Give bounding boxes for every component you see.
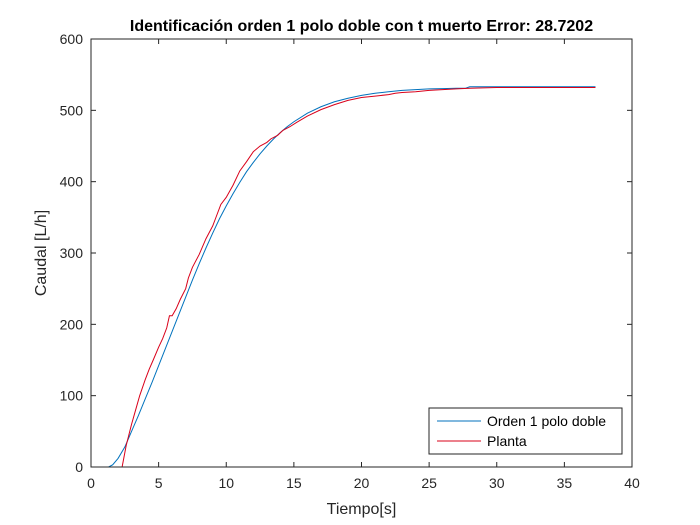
legend-label-planta: Planta bbox=[487, 433, 527, 449]
y-axis-label: Caudal [L/h] bbox=[33, 210, 50, 296]
chart-title: Identificación orden 1 polo doble con t … bbox=[130, 18, 593, 35]
y-tick-label: 200 bbox=[60, 316, 84, 332]
x-tick-label: 10 bbox=[218, 475, 234, 491]
axes-frame bbox=[90, 38, 633, 468]
y-tick-label: 400 bbox=[60, 174, 84, 190]
legend-box bbox=[428, 407, 623, 455]
legend: Orden 1 polo doble Planta bbox=[428, 407, 623, 455]
x-tick-label: 25 bbox=[421, 475, 437, 491]
x-axis-label: Tiempo[s] bbox=[327, 501, 397, 518]
x-tick-label: 20 bbox=[354, 475, 370, 491]
y-tick-label: 100 bbox=[60, 388, 84, 404]
plot-area bbox=[91, 39, 632, 467]
x-tick-label: 0 bbox=[87, 475, 95, 491]
y-tick-label: 600 bbox=[60, 31, 84, 47]
x-tick-label: 40 bbox=[624, 475, 640, 491]
series-line-planta bbox=[91, 87, 596, 468]
legend-label-orden-1-polo-doble: Orden 1 polo doble bbox=[487, 413, 606, 429]
x-tick-label: 35 bbox=[557, 475, 573, 491]
series-layer bbox=[91, 86, 596, 468]
y-tick-label: 500 bbox=[60, 102, 84, 118]
series-line-orden-1-polo-doble bbox=[91, 86, 596, 468]
x-tick-label: 15 bbox=[286, 475, 302, 491]
x-tick-label: 30 bbox=[489, 475, 505, 491]
y-tick-label: 300 bbox=[60, 245, 84, 261]
y-tick-label: 0 bbox=[75, 459, 83, 475]
x-tick-label: 5 bbox=[155, 475, 163, 491]
